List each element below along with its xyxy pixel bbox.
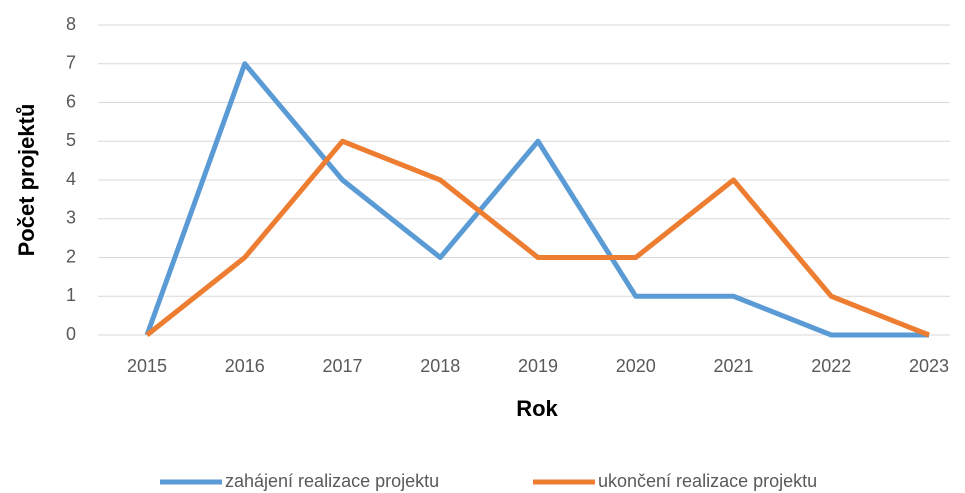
- y-tick-label: 6: [66, 91, 76, 111]
- x-tick-label: 2022: [811, 356, 851, 376]
- x-tick-label: 2018: [420, 356, 460, 376]
- x-tick-label: 2023: [909, 356, 949, 376]
- data-line: [144, 61, 929, 338]
- legend-label: ukončení realizace projektu: [598, 471, 817, 491]
- x-tick-label: 2020: [616, 356, 656, 376]
- y-tick-label: 5: [66, 130, 76, 150]
- y-tick-label: 0: [66, 324, 76, 344]
- y-tick-label: 8: [66, 14, 76, 34]
- x-tick-label: 2017: [322, 356, 362, 376]
- x-tick-label: 2016: [225, 356, 265, 376]
- y-tick-label: 2: [66, 246, 76, 266]
- y-tick-label: 1: [66, 285, 76, 305]
- data-line: [145, 138, 930, 338]
- y-tick-label: 7: [66, 53, 76, 73]
- y-axis-label: Počet projektů: [14, 104, 39, 257]
- x-axis-label: Rok: [516, 396, 558, 421]
- x-tick-label: 2021: [713, 356, 753, 376]
- y-tick-label: 3: [66, 208, 76, 228]
- x-tick-label: 2019: [518, 356, 558, 376]
- x-tick-label: 2015: [127, 356, 167, 376]
- y-tick-label: 4: [66, 169, 76, 189]
- legend-label: zahájení realizace projektu: [225, 471, 439, 491]
